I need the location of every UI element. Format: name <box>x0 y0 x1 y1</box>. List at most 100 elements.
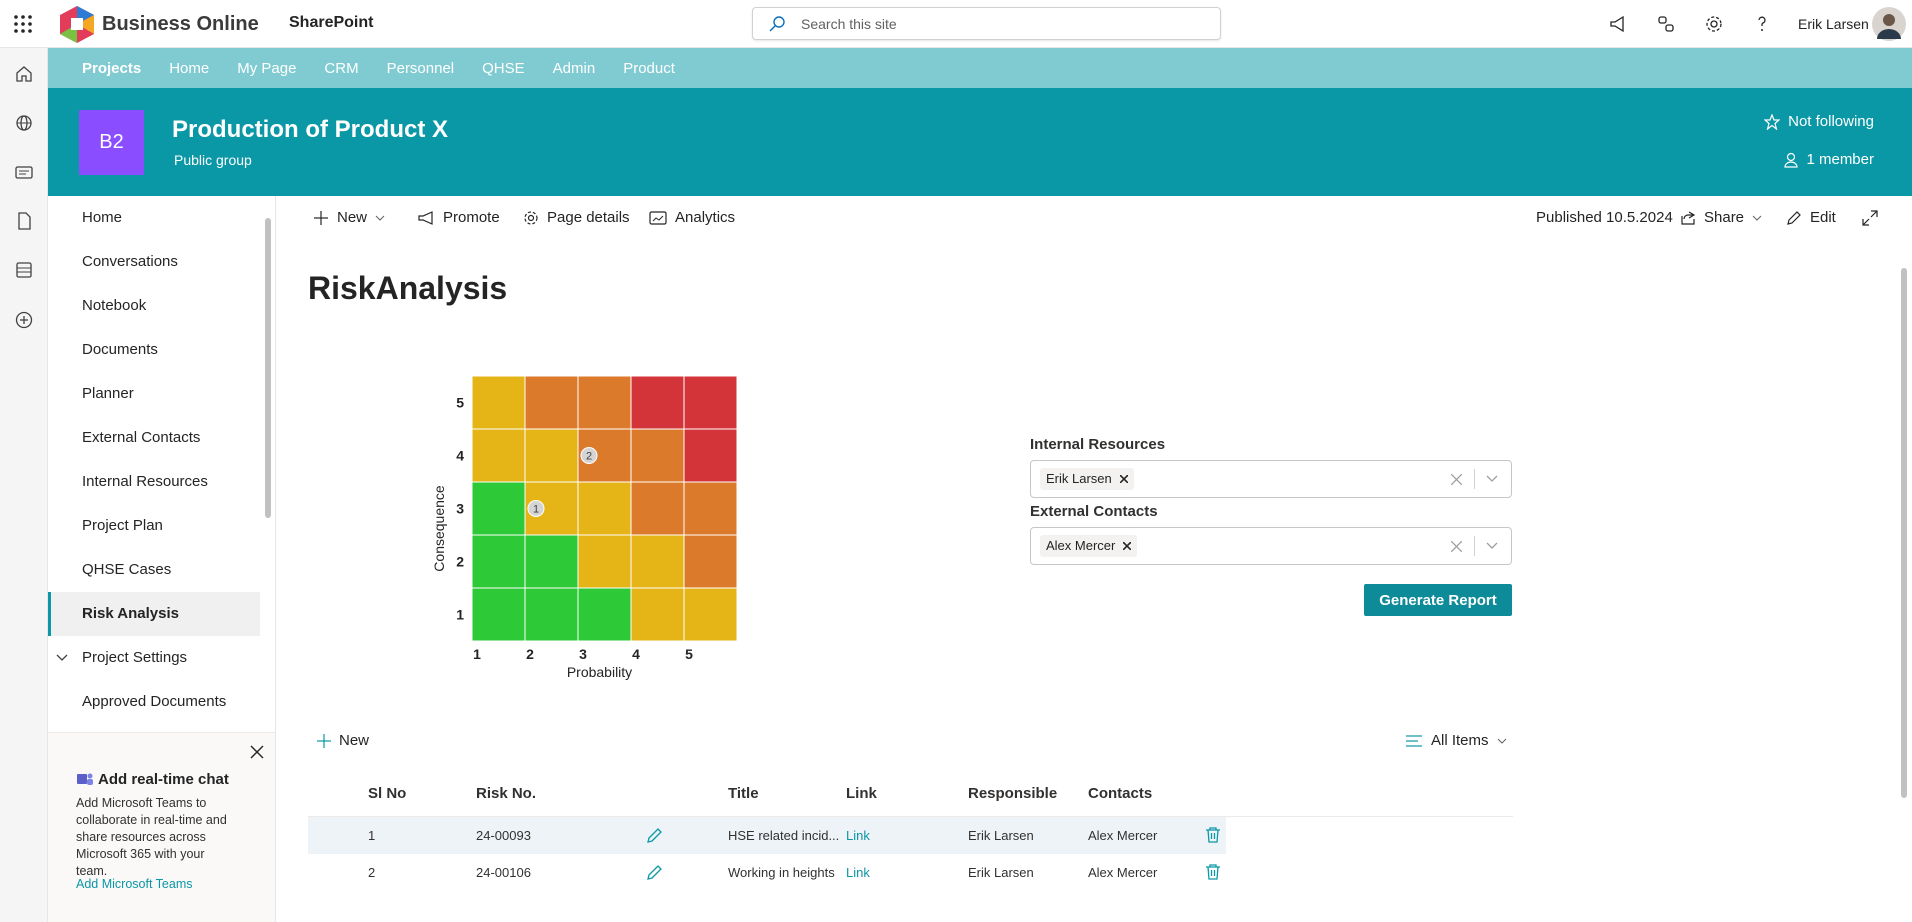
dropdown-chevron[interactable] <box>1486 475 1498 483</box>
nav-item[interactable]: Internal Resources <box>48 460 260 504</box>
nav-item[interactable]: Documents <box>48 328 260 372</box>
remove-icon[interactable] <box>1119 475 1128 483</box>
chevron <box>1497 738 1506 744</box>
view-selector[interactable]: All Items <box>1405 732 1507 749</box>
news-icon[interactable] <box>14 162 34 182</box>
chevron <box>375 215 385 221</box>
edit-icon[interactable] <box>646 826 664 844</box>
hub-nav-item[interactable]: Personnel <box>386 59 455 77</box>
header-divider <box>308 816 1513 817</box>
close-icon[interactable] <box>250 745 264 759</box>
nav-item[interactable]: Home <box>48 196 260 240</box>
lists-icon[interactable] <box>14 260 34 280</box>
user-avatar[interactable] <box>1872 7 1906 41</box>
generate-report-button[interactable]: Generate Report <box>1364 584 1512 616</box>
hub-nav-item[interactable]: Admin <box>552 59 596 77</box>
megaphone-icon[interactable] <box>1608 14 1628 34</box>
edit-command[interactable]: Edit <box>1786 209 1836 226</box>
nav-item[interactable]: External Contacts <box>48 416 260 460</box>
expand-icon[interactable] <box>1862 210 1878 226</box>
column-header[interactable]: Title <box>728 785 759 802</box>
nav-item[interactable]: Project Plan <box>48 504 260 548</box>
nav-scrollbar[interactable] <box>264 204 272 724</box>
hub-nav-item[interactable]: Product <box>623 59 675 77</box>
hub-nav-item[interactable]: QHSE <box>482 59 525 77</box>
files-icon[interactable] <box>14 211 34 231</box>
internal-picker[interactable]: Erik Larsen <box>1030 460 1512 498</box>
nav-item[interactable]: Conversations <box>48 240 260 284</box>
hub-nav-item[interactable]: CRM <box>324 59 359 77</box>
new-command[interactable]: New <box>313 209 385 226</box>
page-scrollbar[interactable] <box>1900 256 1908 806</box>
apps-icon[interactable] <box>1656 14 1676 34</box>
list-new-command[interactable]: New <box>317 732 369 749</box>
edit-icon[interactable] <box>646 863 664 881</box>
site-header: B2 Production of Product X Public group … <box>48 88 1912 196</box>
y-tick-label: 5 <box>456 395 464 411</box>
hub-nav-item[interactable]: Projects <box>82 59 142 77</box>
pencil-icon <box>1787 210 1801 225</box>
share-command[interactable]: Share <box>1680 209 1762 226</box>
list-row[interactable]: 2 24-00106 Working in heights Link Erik Lars… <box>308 854 1226 891</box>
scrollbar-thumb[interactable] <box>265 218 271 518</box>
nav-item[interactable]: QHSE Cases <box>48 548 260 592</box>
risk-list: Sl No Risk No. Title Link Responsible Contact… <box>308 776 1513 922</box>
site-title[interactable]: Production of Product X <box>172 116 448 143</box>
promo-link[interactable]: Add Microsoft Teams <box>76 877 193 891</box>
home-icon[interactable] <box>14 64 34 84</box>
share-icon <box>1681 210 1696 225</box>
hub-nav-item[interactable]: My Page <box>237 59 297 77</box>
clear-icon[interactable] <box>1451 541 1462 552</box>
remove-icon[interactable] <box>1123 542 1132 550</box>
column-header[interactable]: Responsible <box>968 785 1058 802</box>
risk-marker <box>580 447 598 464</box>
sites-icon[interactable] <box>14 113 34 133</box>
nav-item[interactable]: Planner <box>48 372 260 416</box>
promote-command[interactable]: Promote <box>417 209 500 226</box>
column-header[interactable]: Link <box>846 785 877 802</box>
column-header[interactable]: Contacts <box>1088 785 1153 802</box>
analytics-command[interactable]: Analytics <box>649 209 735 226</box>
nav-item[interactable]: Approved Documents <box>48 680 260 724</box>
risk-cell <box>524 428 579 483</box>
follow-button[interactable]: Not following <box>1764 113 1874 130</box>
row-cell: Alex Mercer <box>1088 865 1158 880</box>
delete-icon[interactable] <box>1205 826 1221 844</box>
external-chip: Alex Mercer <box>1040 535 1138 557</box>
create-icon[interactable] <box>14 310 34 330</box>
column-header[interactable]: Sl No <box>368 785 407 802</box>
help-icon[interactable] <box>1752 14 1772 34</box>
app-rail <box>0 48 48 922</box>
delete-icon[interactable] <box>1205 863 1221 881</box>
row-link[interactable]: Link <box>846 865 870 880</box>
analytics-text: Analytics <box>675 209 736 226</box>
settings-icon[interactable] <box>1704 14 1724 34</box>
matrix-svg: 1 2 3 4 5 1 2 3 4 5 Probability Consequence 1 2 <box>431 375 738 680</box>
teams-icon <box>77 773 93 785</box>
row-cell: 24-00093 <box>476 828 531 843</box>
column-header[interactable]: Risk No. <box>476 785 537 802</box>
nav-item[interactable]: Notebook <box>48 284 260 328</box>
list-row[interactable]: 1 24-00093 HSE related incid... Link Erik La… <box>308 817 1226 854</box>
risk-cell <box>683 534 738 589</box>
app-launcher[interactable] <box>14 15 32 33</box>
clear-icon[interactable] <box>1451 474 1462 485</box>
scrollbar-thumb[interactable] <box>1901 268 1907 798</box>
page-details-command[interactable]: Page details <box>523 209 630 226</box>
nav-item[interactable]: Risk Analysis <box>48 592 260 636</box>
page-title: RiskAnalysis <box>308 270 508 306</box>
app-name[interactable]: SharePoint <box>289 14 374 31</box>
pencil-path <box>647 828 662 843</box>
dropdown-chevron[interactable] <box>1486 542 1498 550</box>
risk-marker <box>527 500 545 517</box>
nav-item-text: Documents <box>82 341 158 358</box>
user-name[interactable]: Erik Larsen <box>1798 16 1869 32</box>
external-picker[interactable]: Alex Mercer <box>1030 527 1512 565</box>
search-box[interactable]: Search this site <box>752 7 1221 40</box>
row-link[interactable]: Link <box>846 828 870 843</box>
members-button[interactable]: 1 member <box>1784 151 1874 168</box>
x-tick-label: 4 <box>632 646 640 662</box>
hub-nav-item[interactable]: Home <box>169 59 210 77</box>
nav-item[interactable]: Project Settings <box>48 636 260 680</box>
teams-promo: Add real-time chat Add Microsoft Teams t… <box>48 732 275 922</box>
